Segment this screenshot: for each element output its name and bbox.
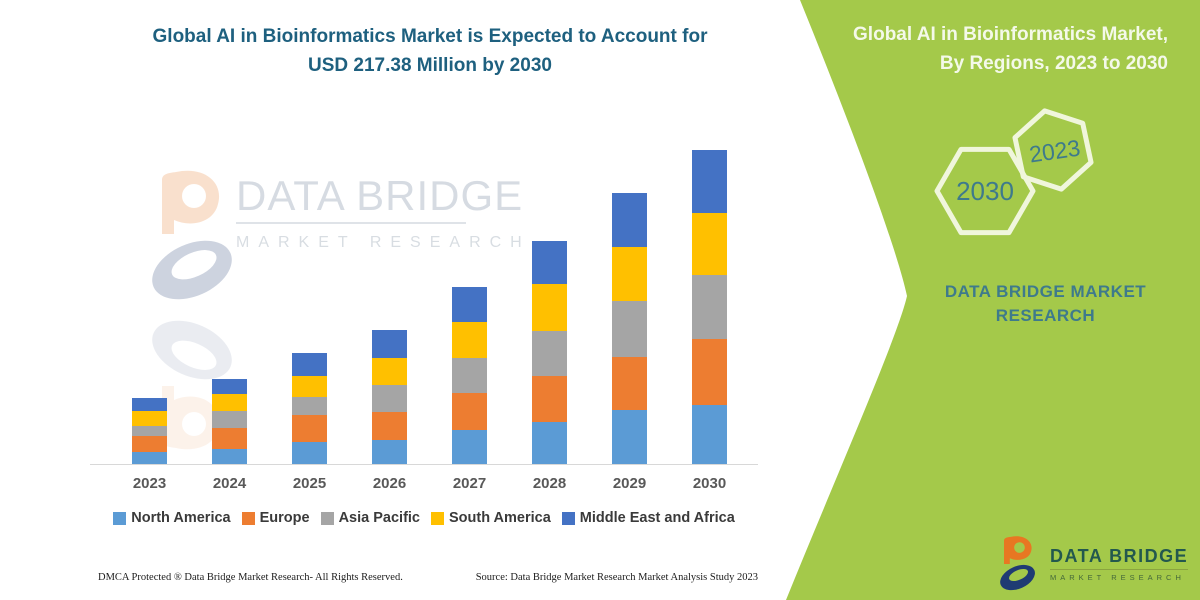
bar-segment-south-america-2027 — [452, 322, 487, 358]
footer: DMCA Protected ® Data Bridge Market Rese… — [98, 572, 758, 583]
legend-label: South America — [449, 510, 551, 526]
bar-segment-north-america-2028 — [532, 422, 567, 464]
legend-item-asia-pacific: Asia Pacific — [320, 510, 420, 526]
bar-segment-asia-pacific-2023 — [132, 426, 167, 436]
bar-segment-middle-east-and-africa-2029 — [612, 193, 647, 247]
bar-segment-south-america-2030 — [692, 213, 727, 275]
side-panel-title-line1: Global AI in Bioinformatics Market, — [853, 24, 1168, 45]
legend-item-south-america: South America — [431, 510, 551, 526]
bar-segment-middle-east-and-africa-2024 — [212, 379, 247, 394]
bar-segment-europe-2025 — [292, 415, 327, 442]
x-axis-label-2029: 2029 — [612, 475, 647, 492]
legend-label: North America — [131, 510, 231, 526]
legend-label: Europe — [259, 510, 310, 526]
bar-segment-south-america-2024 — [212, 394, 247, 411]
company-logo-texts: DATA BRIDGE MARKET RESEARCH — [1050, 546, 1189, 582]
bar-segment-asia-pacific-2026 — [372, 385, 407, 412]
bar-segment-europe-2029 — [612, 357, 647, 410]
company-logo-sub: MARKET RESEARCH — [1050, 573, 1185, 582]
x-axis-label-2023: 2023 — [132, 475, 167, 492]
side-panel-title: Global AI in Bioinformatics Market, By R… — [808, 20, 1168, 79]
bar-segment-asia-pacific-2029 — [612, 301, 647, 357]
bar-segment-middle-east-and-africa-2030 — [692, 150, 727, 213]
hexagon-2023-outline — [1012, 108, 1094, 192]
bar-segment-middle-east-and-africa-2027 — [452, 287, 487, 322]
legend-label: Middle East and Africa — [579, 510, 735, 526]
footer-source-text: Source: Data Bridge Market Research Mark… — [475, 572, 758, 583]
side-panel-title-line2: By Regions, 2023 to 2030 — [939, 53, 1168, 75]
company-logo-brand: DATA BRIDGE — [1050, 546, 1189, 570]
bar-segment-europe-2030 — [692, 339, 727, 405]
legend-swatch — [241, 511, 255, 525]
bar-segment-middle-east-and-africa-2026 — [372, 330, 407, 358]
legend-item-north-america: North America — [113, 510, 231, 526]
x-axis-label-2028: 2028 — [532, 475, 567, 492]
bar-segment-south-america-2029 — [612, 247, 647, 301]
footer-dmca-text: DMCA Protected ® Data Bridge Market Rese… — [98, 572, 403, 583]
bar-segment-europe-2026 — [372, 412, 407, 440]
legend: North America Europe Asia Pacific South Ame… — [90, 510, 758, 526]
bar-segment-north-america-2023 — [132, 452, 167, 464]
x-axis-label-2024: 2024 — [212, 475, 247, 492]
chart-headline: Global AI in Bioinformatics Market is Ex… — [60, 22, 800, 81]
bar-segment-europe-2023 — [132, 436, 167, 452]
bar-segment-north-america-2026 — [372, 440, 407, 464]
bar-segment-middle-east-and-africa-2025 — [292, 353, 327, 376]
x-axis-label-2030: 2030 — [692, 475, 727, 492]
bar-segment-north-america-2030 — [692, 405, 727, 464]
bar-segment-south-america-2023 — [132, 411, 167, 426]
bar-segment-europe-2024 — [212, 428, 247, 449]
bar-segment-middle-east-and-africa-2023 — [132, 398, 167, 411]
bar-segment-south-america-2025 — [292, 376, 327, 397]
company-logo: DATA BRIDGE MARKET RESEARCH — [996, 533, 1191, 595]
bar-segment-asia-pacific-2025 — [292, 397, 327, 415]
plot-area: 2023 2024 2025 2026 2027 2028 2029 2030 — [90, 140, 758, 492]
chart-headline-line1: Global AI in Bioinformatics Market is Ex… — [152, 26, 708, 47]
hexagon-2023-label: 2023 — [1028, 135, 1082, 168]
bar-segment-south-america-2028 — [532, 284, 567, 331]
legend-swatch — [320, 511, 334, 525]
bar-segment-europe-2027 — [452, 393, 487, 430]
bar-segment-north-america-2024 — [212, 449, 247, 464]
legend-swatch — [561, 511, 575, 525]
x-axis-label-2026: 2026 — [372, 475, 407, 492]
hexagon-2030-outline — [934, 146, 1036, 236]
x-axis-label-2025: 2025 — [292, 475, 327, 492]
bar-segment-middle-east-and-africa-2028 — [532, 241, 567, 284]
bar-segment-north-america-2025 — [292, 442, 327, 464]
hexagon-2030-label: 2030 — [956, 176, 1014, 206]
chart-headline-line2: USD 217.38 Million by 2030 — [308, 55, 552, 77]
company-logo-icon — [1000, 536, 1035, 591]
legend-label: Asia Pacific — [338, 510, 420, 526]
side-panel-brand-caption: DATA BRIDGE MARKET RESEARCH — [944, 282, 1147, 325]
legend-swatch — [113, 511, 127, 525]
bar-segment-asia-pacific-2024 — [212, 411, 247, 428]
hexagon-badges: 2030 2023 — [934, 108, 1094, 236]
bar-segment-south-america-2026 — [372, 358, 407, 385]
bar-segment-asia-pacific-2030 — [692, 275, 727, 339]
x-axis-label-2027: 2027 — [452, 475, 487, 492]
bar-segment-north-america-2029 — [612, 410, 647, 464]
legend-item-middle-east-and-africa: Middle East and Africa — [561, 510, 735, 526]
legend-item-europe: Europe — [241, 510, 310, 526]
bar-segment-europe-2028 — [532, 376, 567, 422]
legend-swatch — [431, 511, 444, 525]
bar-segment-north-america-2027 — [452, 430, 487, 464]
bar-segment-asia-pacific-2028 — [532, 331, 567, 376]
bar-segment-asia-pacific-2027 — [452, 358, 487, 393]
